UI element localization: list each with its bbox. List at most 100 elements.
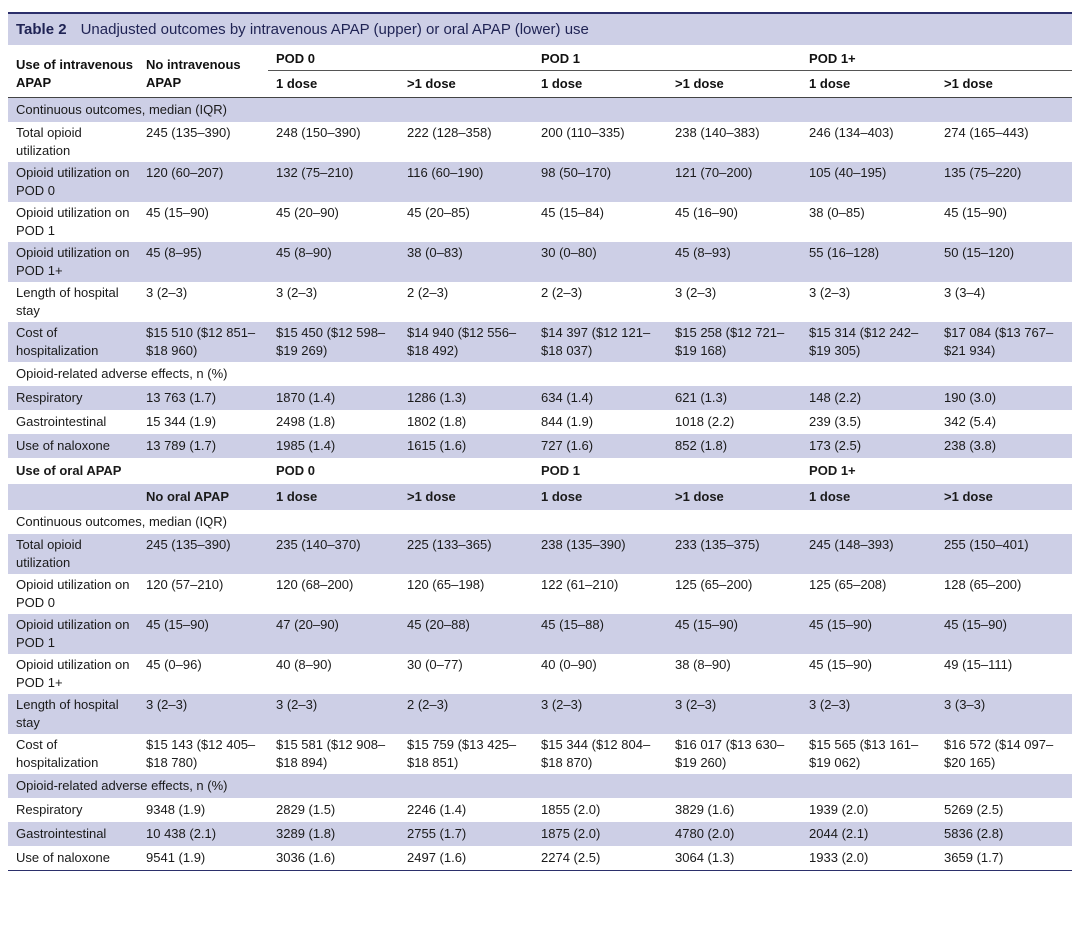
- table-cell: $15 258 ($12 721–$19 168): [667, 322, 802, 362]
- row-label: Respiratory: [16, 802, 83, 817]
- table-cell: 45 (8–90): [268, 242, 399, 282]
- table-cell: 3289 (1.8): [268, 822, 399, 846]
- table-cell: 2274 (2.5): [541, 850, 601, 865]
- table-cell: 120 (68–200): [276, 577, 354, 592]
- table-cell: 238 (140–383): [675, 125, 760, 140]
- table-cell: 45 (15–90): [936, 614, 1073, 654]
- table-cell: 274 (165–443): [944, 125, 1029, 140]
- table-cell: 45 (20–90): [276, 205, 339, 220]
- table-cell: 45 (15–84): [541, 205, 604, 220]
- table-cell: 38 (0–85): [809, 205, 865, 220]
- row-label: Cost of hospitalization: [16, 737, 99, 770]
- table-cell: 245 (135–390): [146, 125, 231, 140]
- table-cell: $16 572 ($14 097–$20 165): [944, 737, 1054, 770]
- table-cell: 233 (135–375): [667, 534, 802, 574]
- table-cell: 3 (2–3): [801, 694, 937, 734]
- table-cell: 1933 (2.0): [809, 850, 869, 865]
- table-row: Respiratory 13 763 (1.7) 1870 (1.4) 1286 (1…: [8, 386, 1073, 410]
- row-label: Opioid utilization on POD 1+: [8, 242, 138, 282]
- row-label: Cost of hospitalization: [8, 322, 138, 362]
- table-cell: 38 (8–90): [675, 657, 731, 672]
- table-row: Gastrointestinal 15 344 (1.9) 2498 (1.8) 18…: [8, 410, 1072, 434]
- table-cell: 1018 (2.2): [675, 414, 735, 429]
- table-cell: 105 (40–195): [801, 162, 937, 202]
- table-cell: 225 (133–365): [399, 534, 534, 574]
- table-cell: 2 (2–3): [399, 694, 534, 734]
- row-label: Gastrointestinal: [8, 822, 138, 846]
- header-dose: >1 dose: [936, 484, 1073, 510]
- header-dose: 1 dose: [541, 76, 583, 91]
- table-cell: 844 (1.9): [541, 414, 594, 429]
- table-cell: 727 (1.6): [533, 434, 668, 458]
- table-cell: 98 (50–170): [533, 162, 668, 202]
- table-cell: 40 (0–90): [541, 657, 597, 672]
- table-cell: $15 565 ($13 161–$19 062): [809, 737, 919, 770]
- table-cell: 1855 (2.0): [541, 802, 601, 817]
- row-label: Opioid utilization on POD 1: [8, 614, 138, 654]
- header-pod1: POD 1: [533, 45, 802, 71]
- table-cell: 3 (2–3): [268, 694, 399, 734]
- table-cell: 148 (2.2): [801, 386, 937, 410]
- row-label: Length of hospital stay: [16, 285, 119, 318]
- table-cell: 634 (1.4): [533, 386, 668, 410]
- table-cell: 13 789 (1.7): [138, 434, 268, 458]
- row-label: Respiratory: [8, 386, 138, 410]
- table-cell: $14 397 ($12 121–$18 037): [533, 322, 668, 362]
- table-cell: 121 (70–200): [667, 162, 802, 202]
- table-cell: 3 (2–3): [533, 694, 668, 734]
- data-table: Use of intravenous APAP No intravenous A…: [8, 45, 1073, 871]
- table-cell: 3 (3–3): [936, 694, 1073, 734]
- table-row: Opioid utilization on POD 1+ 45 (0–96) 40 …: [8, 654, 1072, 694]
- table-cell: 255 (150–401): [936, 534, 1073, 574]
- table-cell: $17 084 ($13 767–$21 934): [936, 322, 1073, 362]
- table-cell: 246 (134–403): [809, 125, 894, 140]
- table-cell: 38 (0–83): [399, 242, 534, 282]
- header-dose: 1 dose: [268, 484, 399, 510]
- table-cell: 245 (148–393): [801, 534, 937, 574]
- table-cell: 1802 (1.8): [407, 414, 467, 429]
- section-heading: Continuous outcomes, median (IQR): [8, 97, 1073, 122]
- row-label: Opioid utilization on POD 1+: [16, 657, 130, 690]
- table-cell: 49 (15–111): [944, 657, 1013, 672]
- table-cell: $15 759 ($13 425–$18 851): [407, 737, 517, 770]
- table-cell: 2 (2–3): [541, 285, 583, 300]
- table-cell: 3829 (1.6): [675, 802, 735, 817]
- table-cell: 173 (2.5): [801, 434, 937, 458]
- header-pod1plus: POD 1+: [801, 45, 1073, 71]
- table-cell: 9541 (1.9): [146, 850, 206, 865]
- row-label: Length of hospital stay: [8, 694, 138, 734]
- table-cell: 3659 (1.7): [944, 850, 1004, 865]
- table-cell: 3 (2–3): [138, 694, 268, 734]
- table-cell: 45 (8–93): [667, 242, 802, 282]
- table-cell: 125 (65–208): [809, 577, 887, 592]
- table-cell: 3 (3–4): [944, 285, 986, 300]
- row-label: Total opioid utilization: [16, 125, 82, 158]
- header-dose: >1 dose: [407, 76, 456, 91]
- table-cell: 45 (15–90): [138, 614, 268, 654]
- table-row: Length of hospital stay 3 (2–3) 3 (2–3) 2 (…: [8, 694, 1073, 734]
- table-cell: $15 510 ($12 851–$18 960): [138, 322, 268, 362]
- table-cell: 2 (2–3): [407, 285, 449, 300]
- header-dose: >1 dose: [675, 76, 724, 91]
- header-dose: 1 dose: [801, 484, 937, 510]
- row-label: Gastrointestinal: [16, 414, 107, 429]
- table-cell: 13 763 (1.7): [138, 386, 268, 410]
- header-dose: >1 dose: [667, 484, 802, 510]
- table-cell: 1870 (1.4): [268, 386, 399, 410]
- table-cell: 2829 (1.5): [276, 802, 336, 817]
- table-cell: 245 (135–390): [138, 534, 268, 574]
- table-cell: 45 (8–95): [138, 242, 268, 282]
- table-row: Total opioid utilization 245 (135–390) 248…: [8, 122, 1072, 162]
- table-cell: 852 (1.8): [667, 434, 802, 458]
- table-row: Opioid utilization on POD 1+ 45 (8–95) 45 …: [8, 242, 1073, 282]
- table-cell: 238 (3.8): [936, 434, 1073, 458]
- table-cell: 45 (15–90): [146, 205, 209, 220]
- table-cell: 4780 (2.0): [667, 822, 802, 846]
- header-dose: >1 dose: [399, 484, 534, 510]
- table-cell: 128 (65–200): [944, 577, 1022, 592]
- table-cell: 116 (60–190): [399, 162, 534, 202]
- table-row: Use of naloxone 13 789 (1.7) 1985 (1.4) 161…: [8, 434, 1073, 458]
- table-cell: 3036 (1.6): [276, 850, 336, 865]
- table-cell: 45 (15–90): [809, 657, 872, 672]
- empty-cell: [8, 484, 138, 510]
